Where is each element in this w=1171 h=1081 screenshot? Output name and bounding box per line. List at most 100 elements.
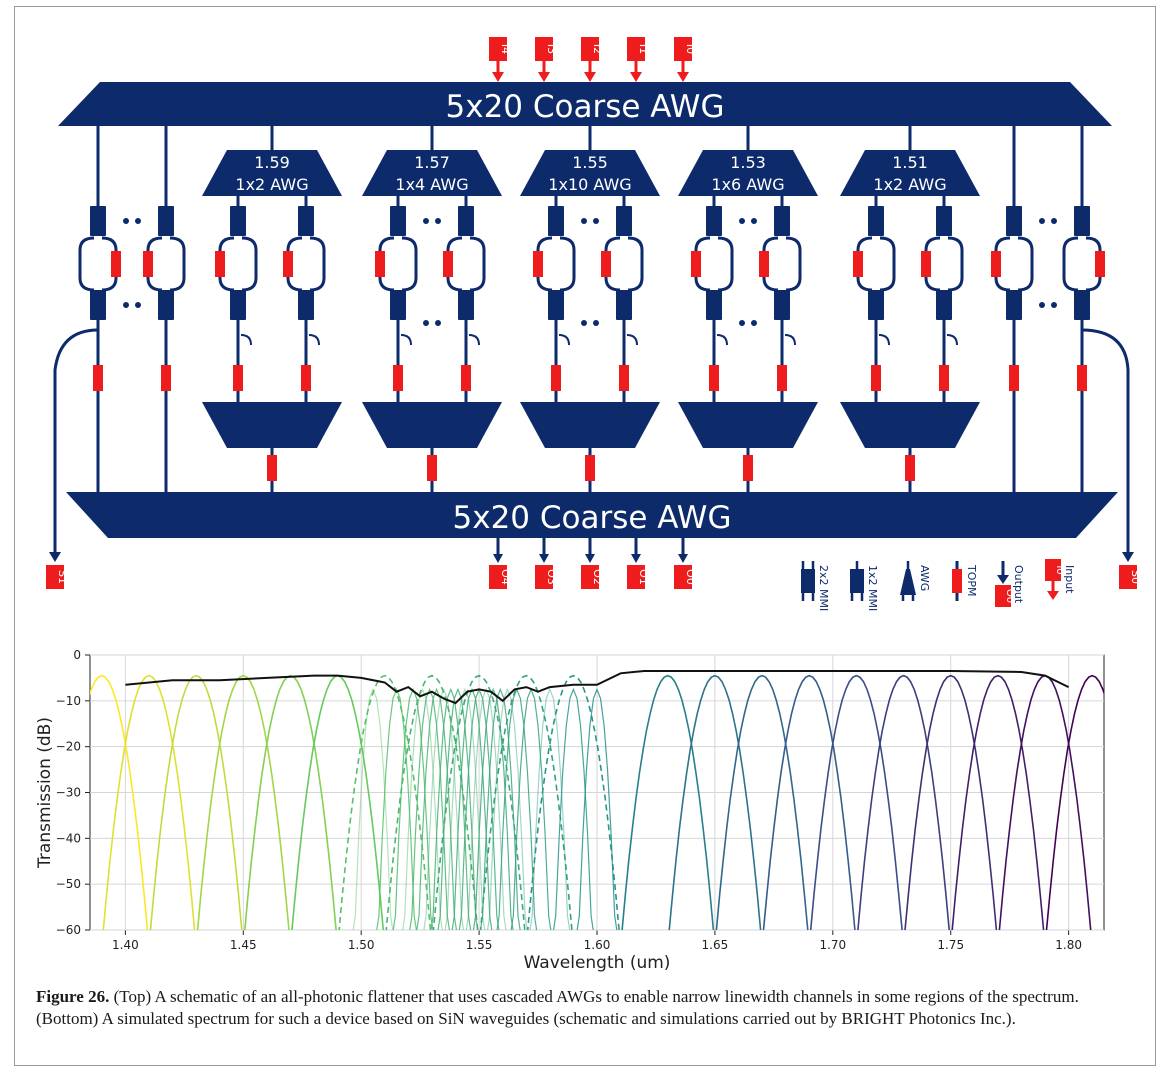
topm-heater [1095, 251, 1105, 277]
y-tick-label: −50 [56, 877, 81, 891]
fine-awg-center: 1.51 [892, 153, 928, 172]
output-port-label: O3 [545, 569, 558, 585]
mmi-block [616, 290, 632, 320]
ellipsis-dot [423, 218, 429, 224]
ellipsis-dot [739, 320, 745, 326]
mmi-block [458, 206, 474, 236]
input-port-label: I1 [637, 44, 650, 54]
route-s1 [53, 328, 99, 555]
fine-awg-center: 1.59 [254, 153, 290, 172]
input-port [535, 37, 553, 61]
awg-icon [900, 569, 916, 595]
x-tick-label: 1.55 [466, 938, 493, 952]
ellipsis-dot [739, 218, 745, 224]
topm-heater [921, 251, 931, 277]
fine-channel-curve [465, 687, 507, 930]
curve-group [90, 670, 1104, 930]
ellipsis-dot [435, 320, 441, 326]
fine-mux-awg [520, 402, 660, 448]
y-axis-label: Transmission (dB) [35, 717, 55, 869]
mmi-block [390, 290, 406, 320]
caption-text: (Top) A schematic of an all-photonic fla… [36, 987, 1079, 1028]
tap-waveguide [308, 334, 320, 346]
mzi-arm-left [1062, 236, 1079, 292]
mmi-block [706, 290, 722, 320]
topm-heater [93, 365, 103, 391]
fine-awg-center: 1.55 [572, 153, 608, 172]
mmi-block [230, 290, 246, 320]
mmi-block [936, 290, 952, 320]
topm-heater [619, 365, 629, 391]
mmi-block [616, 206, 632, 236]
y-tick-label: −20 [56, 740, 81, 754]
output-arrow-head [49, 552, 61, 562]
output-arrow-head [493, 554, 503, 563]
mmi-block [548, 290, 564, 320]
mmi-block [548, 206, 564, 236]
mmi-block [90, 290, 106, 320]
fine-channel-curve [496, 687, 538, 930]
output-arrow-head [1122, 552, 1134, 562]
fine-channel-curve [472, 687, 514, 930]
x-tick-label: 1.45 [230, 938, 257, 952]
topm-heater [427, 455, 437, 481]
output-port [489, 565, 507, 589]
fine-channel-curve [451, 687, 493, 930]
topm-heater [853, 251, 863, 277]
ellipsis-dot [581, 218, 587, 224]
output-port-label: O1 [637, 569, 650, 585]
coarse-channel-curve [998, 674, 1092, 930]
legend-label-1x2-mmi: 1x2 MMI [866, 565, 879, 611]
output-port [674, 565, 692, 589]
fine-awg-center: 1.53 [730, 153, 766, 172]
mmi-block [706, 206, 722, 236]
caption-label: Figure 26. [36, 987, 110, 1006]
fine-channel-curve [402, 687, 443, 930]
topm-heater [871, 365, 881, 391]
topm-heater [267, 455, 277, 481]
output-arrow-head [631, 554, 641, 563]
mmi-block [158, 206, 174, 236]
topm-heater [743, 455, 753, 481]
coarse-channel-curve [621, 674, 715, 930]
output-arrow-head [585, 554, 595, 563]
mzi-arm-right [241, 236, 258, 292]
topm-heater [111, 251, 121, 277]
topm-heater [1077, 365, 1087, 391]
dashed-channel-curve [479, 674, 573, 930]
mmi-block [1074, 290, 1090, 320]
legend-label-topm: TOPM [965, 564, 978, 597]
topm-heater [905, 455, 915, 481]
fine-channel-curve [486, 687, 528, 930]
transmission-chart: 1.40 1.45 1.50 1.55 1.60 1.65 1.70 1.75 1.80 0 −10… [35, 648, 1105, 973]
mmi-block [936, 206, 952, 236]
output-arrow-head [678, 554, 688, 563]
mzi-arm-right [401, 236, 418, 292]
input-port [627, 37, 645, 61]
coarse-awg-top [58, 82, 1112, 126]
fine-channel-curve [430, 687, 472, 930]
mmi-block [868, 206, 884, 236]
topm-heater [233, 365, 243, 391]
fine-awg [202, 150, 342, 196]
coarse-channel-curve [904, 674, 998, 930]
output-port-label: O0 [684, 569, 697, 585]
tap-waveguide [558, 334, 570, 346]
input-arrow-head [538, 72, 550, 82]
fine-channel-curve [392, 687, 434, 930]
ellipsis-dot [423, 320, 429, 326]
ellipsis-dot [435, 218, 441, 224]
legend-label-output: Output [1012, 565, 1025, 604]
topm-heater [393, 365, 403, 391]
x-tick-label: 1.65 [702, 938, 729, 952]
fine-channel-curve [552, 687, 594, 930]
fine-awg-type: 1x10 AWG [548, 175, 631, 194]
topm-heater [551, 365, 561, 391]
output-tag [995, 585, 1011, 607]
mzi-arm-right [1017, 236, 1034, 292]
input-arrow-head [492, 72, 504, 82]
input-port [489, 37, 507, 61]
coarse-channel-curve [857, 674, 950, 930]
mmi-block [458, 290, 474, 320]
fine-channel-curve [510, 687, 552, 930]
